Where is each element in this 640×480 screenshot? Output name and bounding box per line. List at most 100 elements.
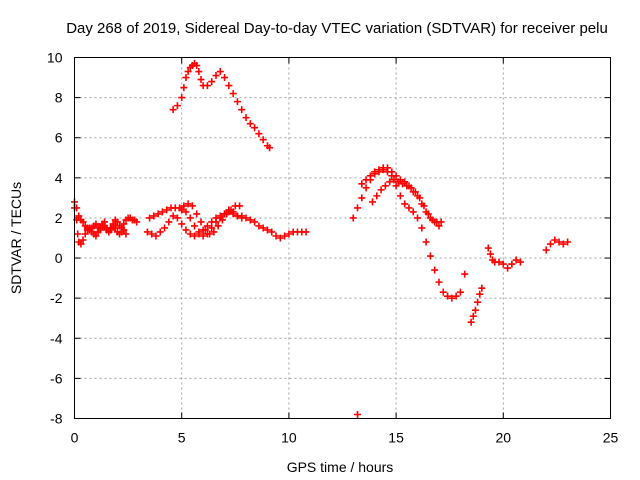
data-point — [414, 214, 422, 222]
series-arc-12 — [542, 236, 572, 254]
data-point — [373, 192, 381, 200]
data-point — [546, 240, 554, 248]
data-point — [148, 230, 156, 238]
data-point — [178, 206, 186, 214]
data-point — [444, 292, 452, 300]
data-point — [178, 94, 186, 102]
data-point — [173, 214, 181, 222]
data-point — [394, 178, 402, 186]
data-point — [216, 68, 224, 76]
data-point — [439, 288, 447, 296]
data-point — [188, 202, 196, 210]
data-point — [409, 208, 417, 216]
data-point — [508, 260, 516, 268]
data-point — [182, 226, 190, 234]
data-point — [77, 240, 85, 248]
data-point — [197, 76, 205, 84]
data-point — [154, 210, 162, 218]
series-arc-13 — [354, 410, 362, 418]
chart-title: Day 268 of 2019, Sidereal Day-to-day VTE… — [66, 20, 608, 37]
data-point — [388, 168, 396, 176]
y-tick-label: -8 — [50, 411, 63, 427]
data-point — [182, 208, 190, 216]
data-point — [86, 224, 94, 232]
data-point — [392, 182, 400, 190]
data-point — [255, 130, 263, 138]
data-point — [272, 232, 280, 240]
data-point — [285, 230, 293, 238]
data-point — [212, 72, 220, 80]
series-arc-9 — [369, 176, 445, 226]
y-tick-label: 0 — [55, 250, 63, 266]
data-point — [178, 220, 186, 228]
data-point — [268, 228, 276, 236]
data-point — [349, 214, 357, 222]
data-point — [229, 90, 237, 98]
data-point — [431, 266, 439, 274]
grid — [74, 57, 611, 419]
data-point — [195, 228, 203, 236]
data-point — [416, 194, 424, 202]
data-point — [180, 84, 188, 92]
data-point — [478, 284, 486, 292]
data-point — [225, 82, 233, 90]
axis-ticks: 0 5 10 15 20 25 -8 -6 -4 -2 0 2 4 6 8 10 — [47, 50, 619, 446]
data-point — [169, 212, 177, 220]
data-point — [495, 258, 503, 266]
data-point — [422, 238, 430, 246]
data-point — [113, 218, 121, 226]
data-point — [437, 218, 445, 226]
data-point — [366, 172, 374, 180]
data-point — [180, 202, 188, 210]
data-point — [375, 166, 383, 174]
data-point — [392, 172, 400, 180]
data-point — [358, 194, 366, 202]
data-point — [399, 180, 407, 188]
data-point — [193, 62, 201, 70]
y-tick-label: 2 — [55, 210, 63, 226]
data-point — [246, 216, 254, 224]
data-point — [467, 318, 475, 326]
x-axis-title: GPS time / hours — [287, 459, 394, 475]
data-point — [156, 228, 164, 236]
y-tick-label: 8 — [55, 90, 63, 106]
data-point — [403, 182, 411, 190]
data-point — [276, 234, 284, 242]
data-point — [165, 218, 173, 226]
data-point — [92, 232, 100, 240]
data-point — [75, 212, 83, 220]
data-point — [214, 222, 222, 230]
data-point — [369, 198, 377, 206]
data-point — [169, 106, 177, 114]
data-point — [418, 224, 426, 232]
data-point — [476, 290, 484, 298]
series-arc-11 — [484, 244, 524, 272]
data-point — [251, 124, 259, 132]
data-point — [512, 256, 520, 264]
data-point — [236, 202, 244, 210]
data-point — [238, 214, 246, 222]
data-point — [182, 74, 190, 82]
data-point — [203, 222, 211, 230]
data-point — [474, 298, 482, 306]
data-point — [401, 200, 409, 208]
data-point — [195, 68, 203, 76]
x-tick-label: 20 — [496, 430, 512, 446]
y-tick-label: 6 — [55, 130, 63, 146]
data-point — [461, 270, 469, 278]
y-tick-label: -4 — [50, 330, 63, 346]
data-point — [242, 114, 250, 122]
data-point — [469, 312, 477, 320]
data-point — [429, 216, 437, 224]
data-point — [435, 278, 443, 286]
data-point — [208, 224, 216, 232]
data-point — [79, 218, 87, 226]
data-point — [152, 232, 160, 240]
data-point — [426, 252, 434, 260]
data-point — [216, 214, 224, 222]
data-point — [101, 222, 109, 230]
data-point — [302, 228, 310, 236]
data-point — [471, 306, 479, 314]
data-point — [203, 230, 211, 238]
